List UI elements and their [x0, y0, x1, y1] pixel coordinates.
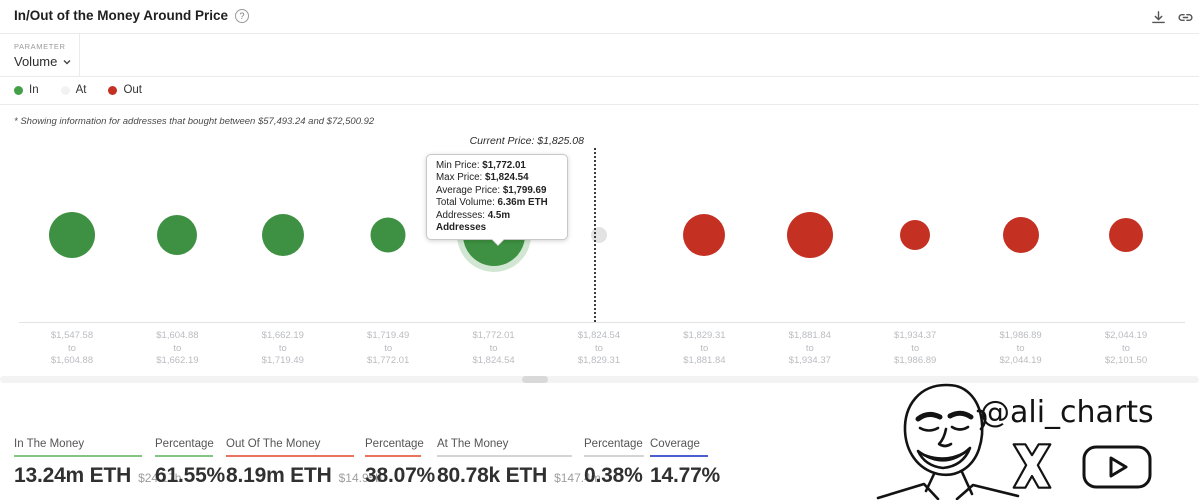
x-axis-label: $1,881.84 to $1,934.37: [788, 330, 831, 366]
stat-value: 8.19m ETH: [226, 464, 332, 487]
stat-header: Percentage: [155, 438, 214, 457]
x-axis-label: $1,662.19 to $1,719.49: [261, 330, 304, 366]
legend-item-out[interactable]: Out: [108, 84, 142, 96]
stat-header: Percentage: [584, 438, 644, 457]
parameter-value: Volume: [14, 54, 58, 69]
chart-scrollbar-thumb[interactable]: [522, 376, 548, 383]
bubble-in[interactable]: [49, 212, 95, 258]
x-axis-label: $1,829.31 to $1,881.84: [683, 330, 726, 366]
stat-header: At The Money: [437, 438, 572, 457]
x-axis-label: $1,604.88 to $1,662.19: [156, 330, 199, 366]
bubble-out[interactable]: [1002, 217, 1039, 253]
stat-value: 38.07%: [365, 464, 436, 487]
legend-item-in[interactable]: In: [14, 84, 39, 96]
current-price-label: Current Price: $1,825.08: [469, 135, 584, 147]
stat-header: Coverage: [650, 438, 708, 457]
bubble-out[interactable]: [683, 214, 726, 256]
parameter-box: PARAMETER Volume: [0, 34, 80, 76]
stat-header: Out Of The Money: [226, 438, 354, 457]
help-icon[interactable]: ?: [235, 8, 250, 23]
stat-header: Percentage: [365, 438, 424, 457]
chart-scrollbar-track: [0, 376, 1199, 383]
tooltip-row: Average Price: $1,799.69: [436, 184, 547, 196]
bubble-in[interactable]: [261, 214, 304, 256]
stat-in-the-money: In The Money 13.24m ETH $24.17b: [14, 438, 181, 488]
page-title-text: In/Out of the Money Around Price: [14, 8, 229, 23]
play-button-icon: [1082, 445, 1152, 489]
bubble-in[interactable]: [370, 217, 406, 253]
chevron-down-icon: [63, 59, 71, 64]
legend-label-in: In: [29, 84, 39, 96]
bubble-out[interactable]: [786, 212, 833, 258]
stat-value: 80.78k ETH: [437, 464, 548, 487]
face-sketch: [876, 383, 1020, 500]
stat-sub-value: $24.17b: [138, 471, 182, 485]
bubble-chart: Current Price: $1,825.08 Min Price: $1,7…: [0, 104, 1199, 386]
watermark: @ali_charts: [860, 381, 1199, 500]
x-axis-label: $1,719.49 to $1,772.01: [367, 330, 410, 366]
divider: [0, 76, 1199, 77]
current-price-line: [594, 148, 596, 322]
bubble-out[interactable]: [900, 220, 931, 250]
x-axis-label: $1,547.58 to $1,604.88: [50, 330, 94, 366]
legend-dot-out: [108, 85, 118, 95]
stat-header: In The Money: [14, 438, 142, 457]
stat-coverage: Coverage 14.77%: [650, 438, 720, 488]
stat-out-of-the-money: Out Of The Money 8.19m ETH $14.95b: [226, 438, 382, 488]
x-axis-label: $2,044.19 to $2,101.50: [1104, 330, 1148, 366]
stat-sub-value: $147.4m: [554, 471, 601, 485]
legend-item-at[interactable]: At: [60, 84, 87, 96]
stat-in-percentage: Percentage 61.55%: [155, 438, 225, 488]
filter-note: * Showing information for addresses that…: [14, 116, 375, 127]
tooltip-row: Min Price: $1,772.01: [436, 160, 526, 171]
bubble-tooltip: Min Price: $1,772.01 Max Price: $1,824.5…: [426, 154, 568, 247]
divider: [0, 104, 1199, 105]
legend-dot-in: [14, 85, 23, 95]
x-axis-label: $1,772.01 to $1,824.54: [472, 330, 515, 366]
parameter-label: PARAMETER: [14, 42, 66, 51]
download-icon[interactable]: [1150, 9, 1167, 26]
divider: [0, 33, 1199, 34]
stat-value: 61.55%: [155, 464, 226, 487]
legend-label-at: At: [75, 84, 87, 96]
bubble-out[interactable]: [1109, 218, 1143, 252]
x-axis-label: $1,934.37 to $1,986.89: [894, 330, 937, 366]
x-axis-label: $1,986.89 to $2,044.19: [999, 330, 1042, 366]
legend-dot-at: [60, 85, 70, 95]
x-logo-icon: [1012, 443, 1052, 489]
x-axis-label: $1,824.54 to $1,829.31: [577, 330, 621, 366]
stat-sub-value: $14.95b: [338, 471, 382, 485]
watermark-handle: @ali_charts: [980, 395, 1154, 430]
bubble-in[interactable]: [157, 215, 198, 255]
stat-value: 13.24m ETH: [14, 464, 132, 487]
tooltip-row: Max Price: $1,824.54: [436, 172, 529, 184]
stat-value: 14.77%: [650, 464, 721, 487]
link-icon[interactable]: [1177, 9, 1194, 26]
stat-at-percentage: Percentage 0.38%: [584, 438, 644, 488]
stat-at-the-money: At The Money 80.78k ETH $147.4m: [437, 438, 601, 488]
parameter-dropdown[interactable]: Volume: [14, 54, 72, 69]
tooltip-row: Addresses: 4.5m Addresses: [436, 209, 511, 234]
x-axis-line: [19, 322, 1185, 323]
stat-out-percentage: Percentage 38.07%: [365, 438, 435, 488]
legend-label-out: Out: [123, 84, 143, 96]
page-title: In/Out of the Money Around Price ?: [14, 8, 250, 23]
chart-legend: In At Out: [14, 84, 142, 96]
stat-value: 0.38%: [584, 464, 643, 487]
tooltip-row: Total Volume: 6.36m ETH: [436, 197, 548, 209]
